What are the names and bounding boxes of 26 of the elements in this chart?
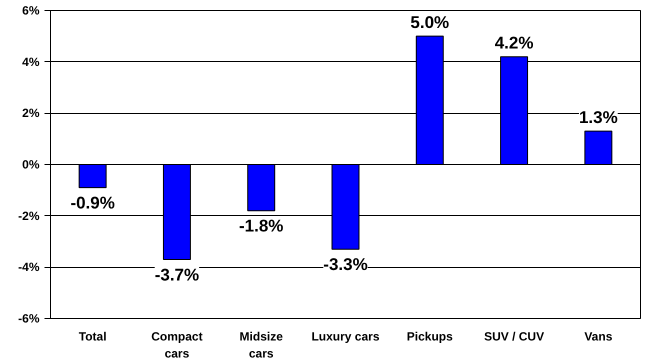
- data-label: -3.7%: [154, 265, 200, 284]
- data-label: 5.0%: [410, 13, 450, 32]
- bar: [584, 130, 612, 165]
- y-tick-label: -2%: [18, 208, 40, 223]
- bar: [332, 164, 360, 250]
- x-tick-label: Midsize cars: [240, 330, 284, 360]
- y-tick-label: -6%: [18, 312, 40, 326]
- y-tick-label: 2%: [22, 106, 40, 120]
- y-tick-label: 0%: [22, 158, 40, 172]
- x-tick-label: Luxury cars: [311, 330, 380, 344]
- data-label: -3.3%: [323, 255, 368, 274]
- x-tick-label: Total: [78, 330, 107, 344]
- bar: [162, 164, 191, 260]
- x-tick-label: Compact cars: [151, 330, 203, 360]
- y-tick-label: -4%: [18, 260, 40, 274]
- data-label: -0.9%: [70, 194, 115, 213]
- x-tick-label: SUV / CUV: [484, 330, 544, 344]
- data-label: 1.3%: [578, 108, 618, 128]
- bar: [247, 164, 276, 212]
- x-tick-label: Pickups: [406, 330, 454, 344]
- data-label: -1.8%: [239, 216, 284, 236]
- y-tick-label: 4%: [22, 54, 40, 69]
- data-label: 4.2%: [494, 34, 534, 53]
- bar: [78, 164, 107, 188]
- x-tick-label: Vans: [584, 330, 613, 344]
- y-tick-label: 6%: [22, 4, 40, 18]
